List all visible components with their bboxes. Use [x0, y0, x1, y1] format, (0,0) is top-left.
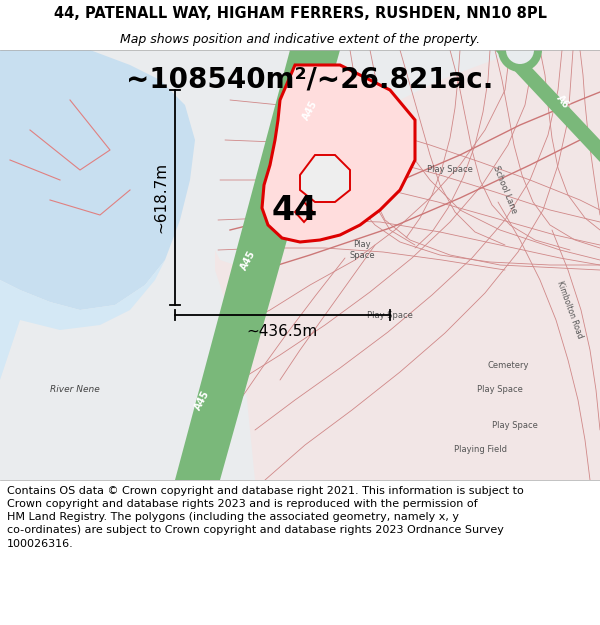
Polygon shape	[0, 50, 195, 310]
Text: A45: A45	[301, 98, 319, 122]
Text: ~108540m²/~26.821ac.: ~108540m²/~26.821ac.	[127, 66, 494, 94]
Text: Playing Field: Playing Field	[454, 446, 506, 454]
Text: Contains OS data © Crown copyright and database right 2021. This information is : Contains OS data © Crown copyright and d…	[7, 486, 524, 549]
Text: Cemetery: Cemetery	[487, 361, 529, 369]
Text: A45: A45	[193, 388, 211, 412]
Text: ~436.5m: ~436.5m	[247, 324, 318, 339]
Text: School Lane: School Lane	[491, 165, 519, 215]
Text: 44, PATENALL WAY, HIGHAM FERRERS, RUSHDEN, NN10 8PL: 44, PATENALL WAY, HIGHAM FERRERS, RUSHDE…	[53, 6, 547, 21]
Polygon shape	[262, 65, 415, 242]
Text: A45: A45	[239, 248, 257, 272]
Text: Play Space: Play Space	[492, 421, 538, 429]
Text: Kimbolton Road: Kimbolton Road	[556, 280, 584, 340]
Text: Map shows position and indicative extent of the property.: Map shows position and indicative extent…	[120, 32, 480, 46]
Circle shape	[498, 28, 542, 72]
Text: ~618.7m: ~618.7m	[154, 162, 169, 233]
Text: Play Space: Play Space	[477, 386, 523, 394]
Polygon shape	[175, 50, 340, 480]
Text: 44: 44	[272, 194, 318, 226]
Text: A6: A6	[554, 93, 571, 111]
Polygon shape	[300, 155, 350, 202]
Text: Play Space: Play Space	[367, 311, 413, 319]
Polygon shape	[215, 50, 600, 480]
Polygon shape	[495, 50, 600, 162]
Text: Play Space: Play Space	[427, 166, 473, 174]
Text: Play
Space: Play Space	[349, 240, 375, 260]
Polygon shape	[0, 260, 165, 380]
Text: River Nene: River Nene	[50, 386, 100, 394]
Circle shape	[506, 36, 534, 64]
